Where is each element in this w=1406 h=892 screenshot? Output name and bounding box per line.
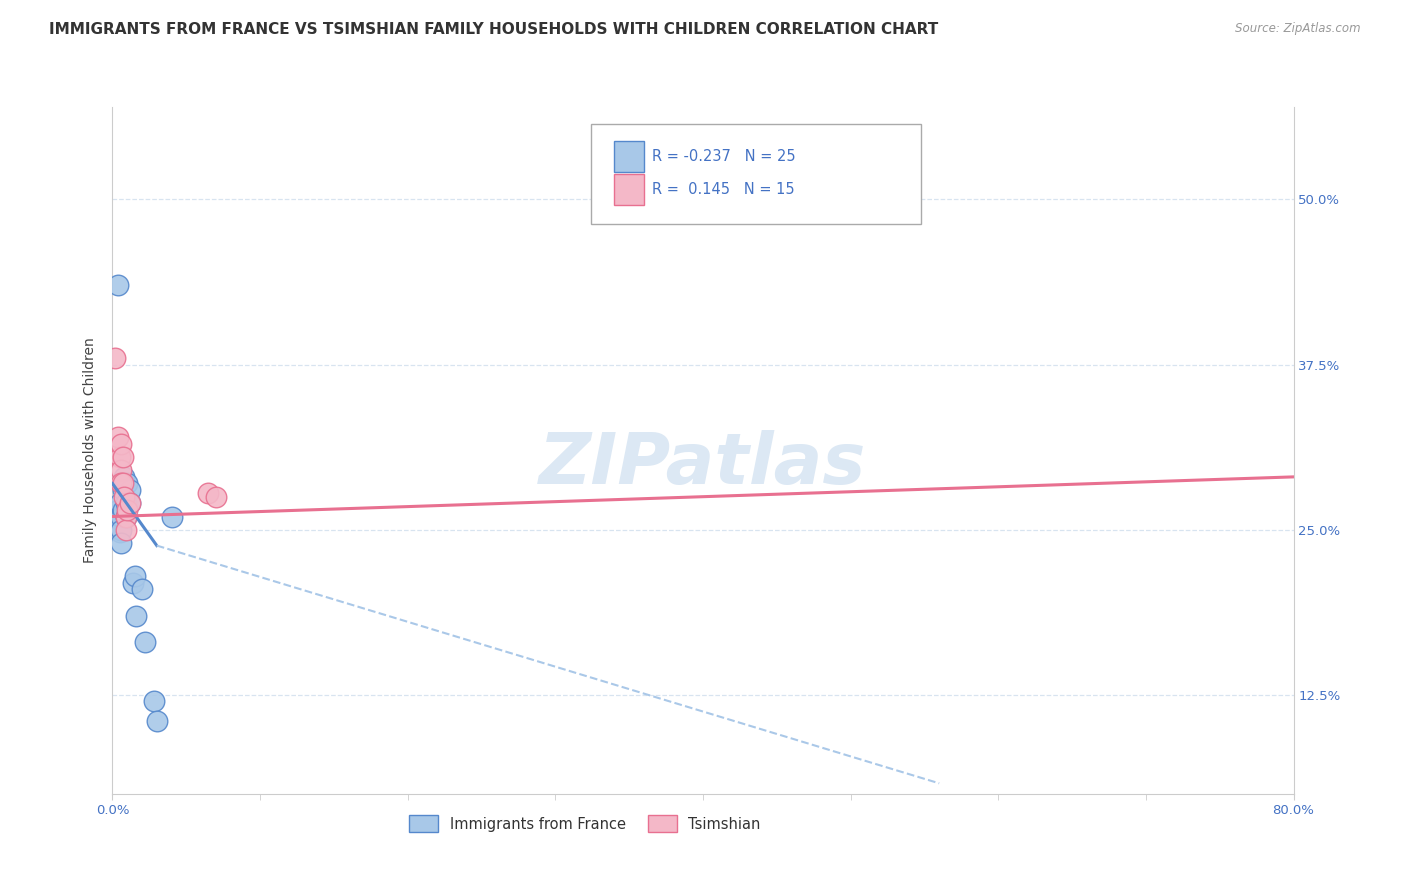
Text: IMMIGRANTS FROM FRANCE VS TSIMSHIAN FAMILY HOUSEHOLDS WITH CHILDREN CORRELATION : IMMIGRANTS FROM FRANCE VS TSIMSHIAN FAMI…: [49, 22, 938, 37]
Point: [131, 582, 153, 596]
FancyBboxPatch shape: [591, 124, 921, 224]
FancyBboxPatch shape: [614, 174, 644, 205]
Point: [120, 496, 142, 510]
Point: [114, 496, 136, 510]
Point: [112, 470, 135, 484]
Point: [117, 476, 138, 491]
FancyBboxPatch shape: [614, 141, 644, 172]
Text: R = -0.237   N = 25: R = -0.237 N = 25: [652, 149, 796, 164]
Point: [111, 483, 134, 497]
Point: [117, 503, 138, 517]
Text: R =  0.145   N = 15: R = 0.145 N = 15: [652, 182, 794, 197]
Point: [146, 714, 169, 729]
Point: [108, 525, 131, 540]
Point: [114, 509, 136, 524]
Point: [110, 523, 132, 537]
Point: [114, 509, 136, 524]
Point: [104, 351, 127, 365]
Point: [111, 503, 134, 517]
Point: [111, 450, 134, 464]
Point: [142, 694, 165, 708]
Point: [108, 516, 131, 530]
Point: [122, 575, 145, 590]
Point: [107, 278, 129, 293]
Point: [110, 536, 132, 550]
Point: [110, 509, 132, 524]
Point: [110, 476, 132, 491]
Point: [197, 485, 219, 500]
Point: [205, 490, 228, 504]
Point: [110, 463, 132, 477]
Point: [134, 635, 156, 649]
Point: [108, 496, 131, 510]
Legend: Immigrants from France, Tsimshian: Immigrants from France, Tsimshian: [404, 810, 766, 838]
Point: [124, 569, 146, 583]
Point: [110, 437, 132, 451]
Point: [107, 430, 129, 444]
Point: [107, 503, 129, 517]
Point: [112, 490, 135, 504]
Point: [120, 496, 142, 510]
Point: [108, 450, 131, 464]
Point: [114, 523, 136, 537]
Point: [111, 476, 134, 491]
Point: [107, 512, 129, 526]
Text: Source: ZipAtlas.com: Source: ZipAtlas.com: [1236, 22, 1361, 36]
Point: [125, 608, 148, 623]
Text: ZIPatlas: ZIPatlas: [540, 430, 866, 499]
Point: [160, 509, 183, 524]
Point: [120, 483, 142, 497]
Y-axis label: Family Households with Children: Family Households with Children: [83, 337, 97, 564]
